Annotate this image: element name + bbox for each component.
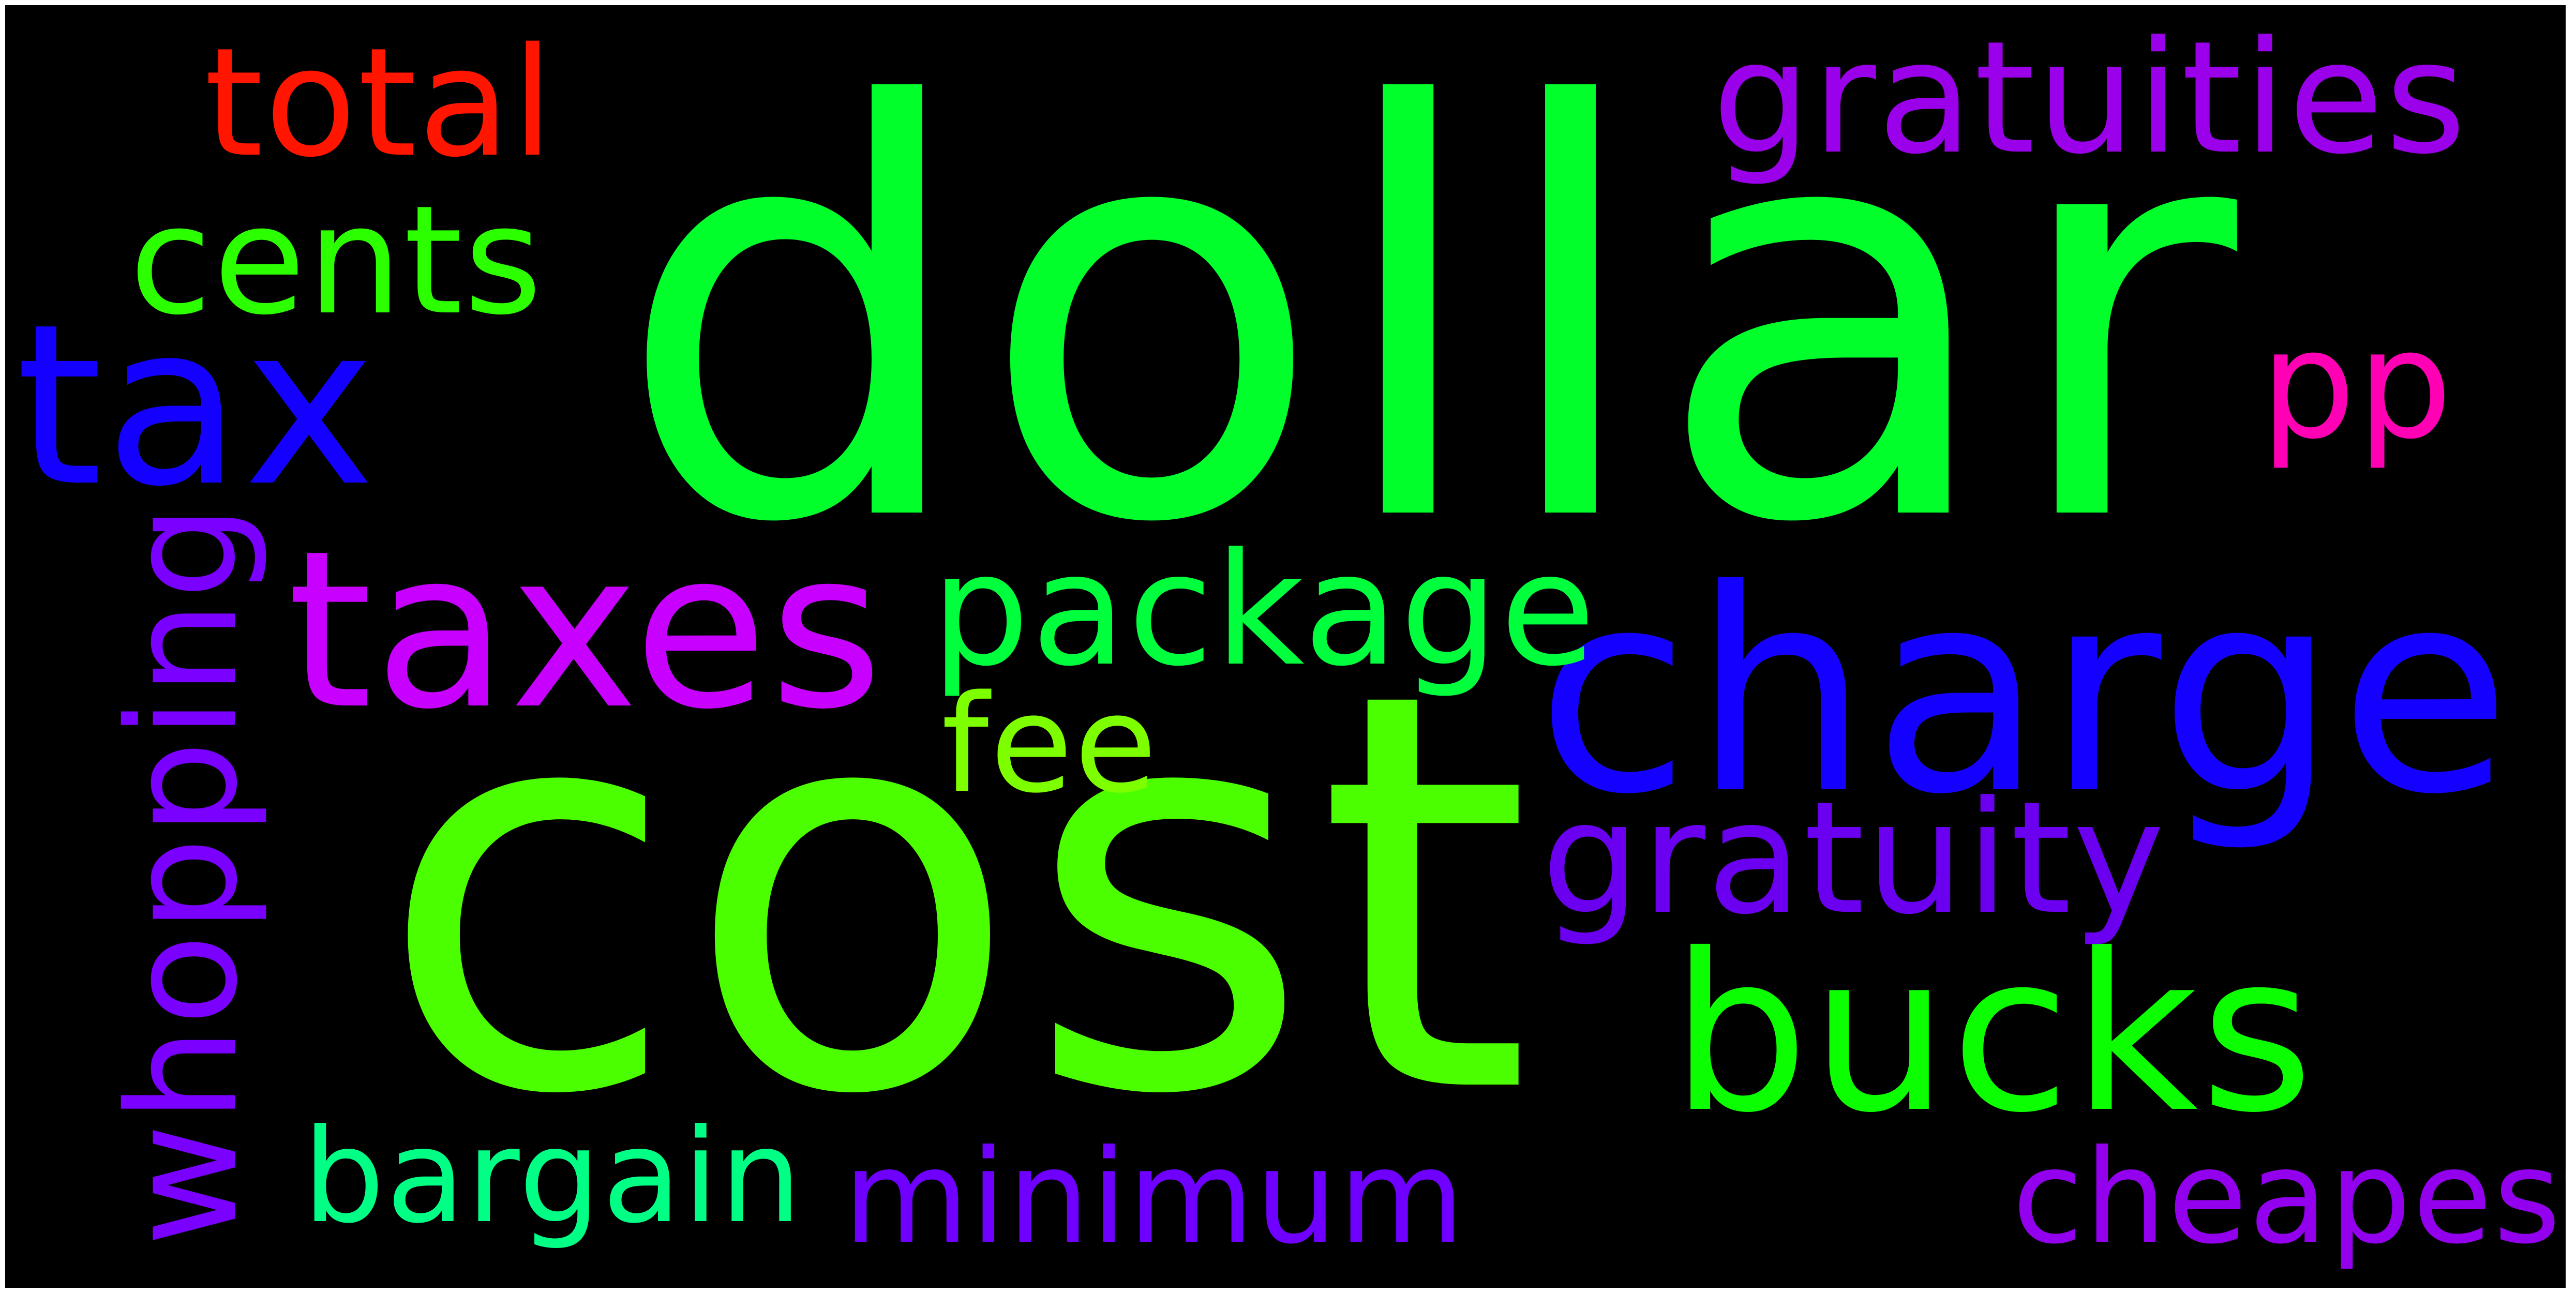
word-total: total (204, 16, 555, 190)
word-gratuity: gratuity (1541, 768, 2166, 949)
word-minimum: minimum (843, 1122, 1466, 1272)
word-bucks: bucks (1671, 908, 2316, 1161)
word-tax: tax (16, 277, 378, 535)
word-charge: charge (1536, 531, 2514, 855)
word-cents: cents (129, 174, 544, 348)
word-gratuities: gratuities (1712, 8, 2468, 188)
word-cheapest: cheapest (2012, 1122, 2566, 1272)
word-taxes: taxes (287, 504, 885, 757)
word-bargain: bargain (303, 1101, 803, 1252)
word-dollar: dollar (616, 5, 2243, 646)
word-package: package (931, 520, 1597, 700)
word-whopping: whopping (96, 502, 271, 1246)
word-cloud: dollar cost charge taxes tax bucks gratu… (5, 5, 2566, 1288)
word-fee: fee (941, 667, 1159, 823)
word-pp: pp (2260, 298, 2454, 472)
word-cost: cost (378, 576, 1537, 1214)
